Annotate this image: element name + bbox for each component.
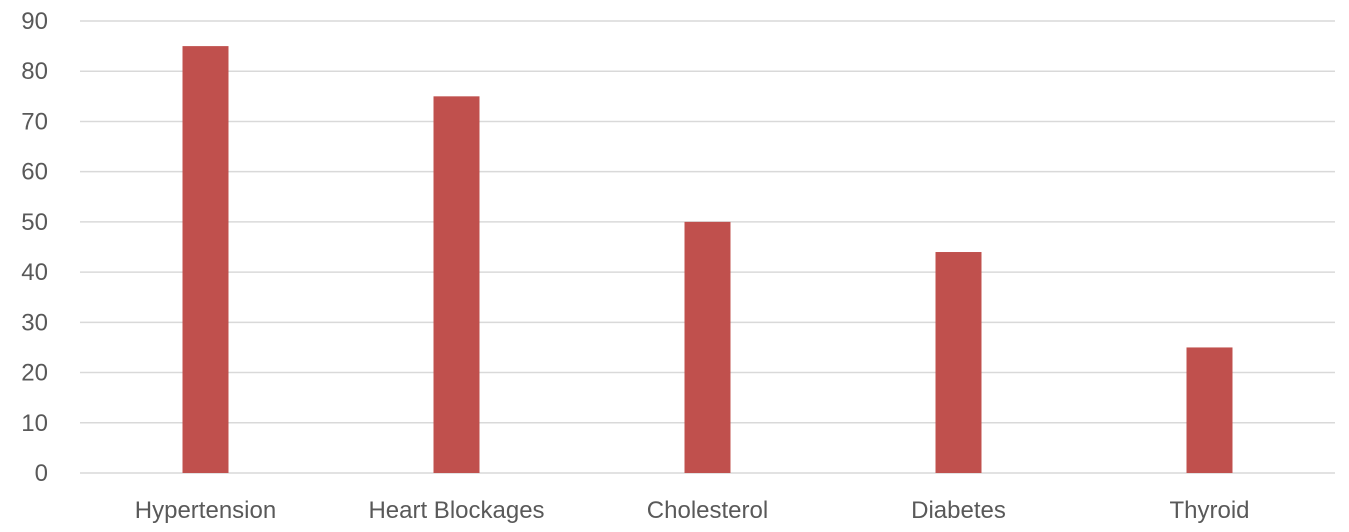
bars	[182, 46, 1233, 473]
y-tick-label: 50	[21, 209, 48, 236]
x-tick-label: Cholesterol	[647, 497, 768, 524]
bar-cholesterol	[684, 221, 731, 473]
y-tick-label: 0	[35, 460, 48, 487]
y-tick-label: 40	[21, 259, 48, 286]
y-tick-label: 80	[21, 58, 48, 85]
y-tick-label: 60	[21, 159, 48, 186]
y-tick-label: 90	[21, 8, 48, 35]
y-tick-label: 30	[21, 309, 48, 336]
bar-diabetes	[935, 252, 982, 473]
y-tick-label: 20	[21, 360, 48, 387]
x-tick-label: Diabetes	[911, 497, 1006, 524]
y-tick-label: 10	[21, 410, 48, 437]
bar-thyroid	[1186, 347, 1233, 473]
x-tick-label: Thyroid	[1169, 497, 1249, 524]
bar-hypertension	[182, 46, 229, 473]
x-axis-ticks: Hypertension Heart Blockages Cholesterol Di…	[135, 497, 1250, 524]
x-tick-label: Heart Blockages	[368, 497, 544, 524]
bar-heart-blockages	[433, 96, 480, 473]
y-tick-label: 70	[21, 108, 48, 135]
x-tick-label: Hypertension	[135, 497, 276, 524]
y-axis-ticks: 0 10 20 30 40 50 60 70 80 90	[21, 8, 48, 487]
